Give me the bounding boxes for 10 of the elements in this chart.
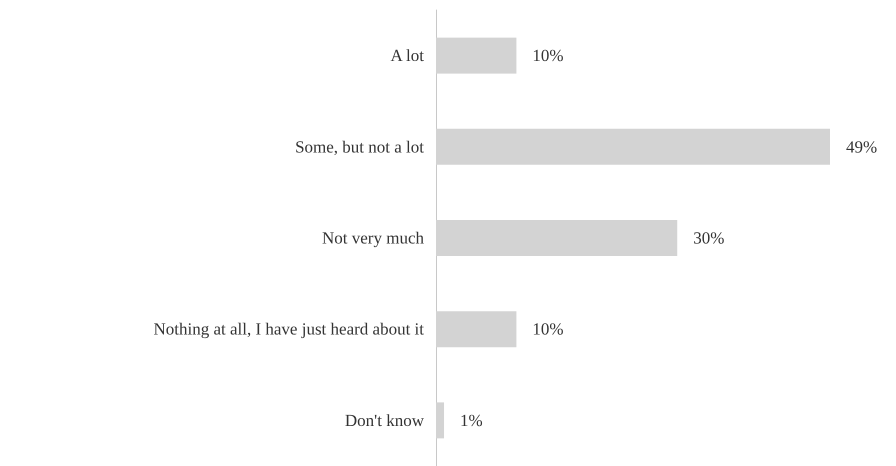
y-tick-label: A lot	[390, 46, 424, 66]
data-label: 30%	[693, 228, 724, 248]
y-tick-label: Nothing at all, I have just heard about it	[153, 320, 424, 339]
data-label: 49%	[846, 137, 878, 156]
y-tick-label: Some, but not a lot	[295, 137, 424, 156]
data-label: 1%	[460, 410, 483, 430]
y-tick-label: Don't know	[344, 410, 425, 430]
y-tick-label: Not very much	[322, 228, 424, 248]
data-label: 10%	[532, 46, 564, 66]
data-label: 10%	[532, 320, 564, 339]
